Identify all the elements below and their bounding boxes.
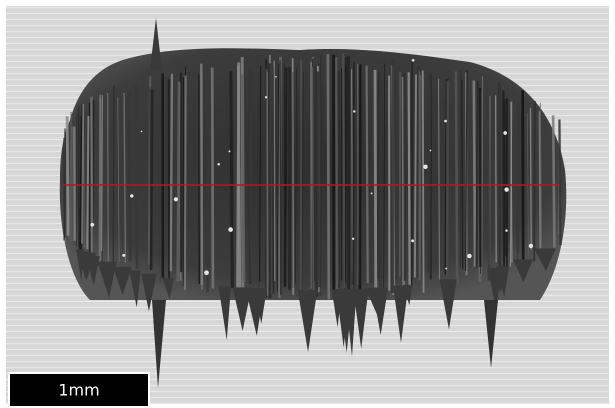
streak — [456, 71, 457, 283]
streak — [343, 53, 344, 288]
streak — [530, 108, 531, 250]
fleck — [275, 76, 277, 78]
streak — [367, 66, 368, 284]
streak — [212, 68, 213, 289]
streak — [171, 74, 172, 271]
scale-label: 1mm — [58, 381, 99, 400]
fleck — [444, 120, 447, 123]
fleck — [90, 223, 94, 227]
streak — [518, 101, 519, 252]
streak — [136, 86, 137, 269]
streak — [82, 104, 83, 244]
fleck — [122, 254, 125, 257]
streak — [113, 85, 114, 261]
fleck — [352, 238, 354, 240]
streak — [523, 90, 524, 266]
streak — [201, 64, 202, 285]
fleck — [228, 227, 233, 232]
streak — [274, 60, 275, 281]
fleck — [529, 244, 533, 248]
fleck — [411, 239, 414, 242]
streak — [559, 119, 560, 244]
fleck — [412, 59, 415, 62]
streak — [185, 76, 186, 291]
fleck — [204, 270, 209, 275]
streak — [207, 73, 208, 293]
streak — [76, 112, 77, 246]
streak — [404, 73, 405, 281]
streak — [91, 97, 92, 263]
streak — [87, 116, 88, 249]
streak — [415, 74, 416, 277]
streak — [447, 80, 448, 275]
streak — [67, 116, 68, 235]
streak — [265, 65, 266, 290]
streak — [553, 115, 554, 247]
streak — [151, 89, 152, 270]
streak — [231, 71, 232, 288]
streak — [315, 66, 316, 281]
streak — [378, 73, 379, 280]
fleck — [423, 165, 428, 170]
streak — [429, 72, 430, 272]
fleck — [228, 150, 230, 152]
streak — [71, 127, 72, 242]
fleck — [217, 163, 220, 166]
streak — [375, 70, 376, 298]
streak — [178, 82, 179, 282]
fleck — [174, 197, 178, 201]
streak — [503, 90, 504, 271]
fleck — [504, 187, 508, 191]
streak — [534, 101, 535, 261]
fleck — [141, 131, 143, 133]
fleck — [503, 131, 507, 135]
streak — [269, 63, 270, 298]
fleck — [445, 268, 447, 270]
micrograph: 1mm — [0, 0, 615, 408]
streak — [102, 95, 103, 251]
fleck — [430, 150, 432, 152]
fleck — [265, 96, 267, 98]
streak — [371, 67, 372, 282]
streak — [482, 76, 483, 276]
streak — [317, 71, 318, 296]
fleck — [353, 110, 355, 112]
fleck — [467, 254, 471, 258]
streak — [79, 106, 80, 256]
streak — [99, 95, 100, 269]
streak — [243, 75, 244, 283]
streak — [74, 126, 75, 240]
fleck — [505, 229, 507, 231]
streak — [409, 72, 410, 294]
streak — [496, 95, 497, 262]
fleck — [371, 192, 373, 194]
streak — [337, 70, 338, 282]
streak — [238, 66, 239, 289]
streak — [328, 54, 329, 299]
fleck — [130, 194, 133, 197]
streak — [474, 80, 475, 266]
streak — [280, 60, 281, 295]
streak — [423, 71, 424, 293]
streak — [129, 92, 130, 260]
